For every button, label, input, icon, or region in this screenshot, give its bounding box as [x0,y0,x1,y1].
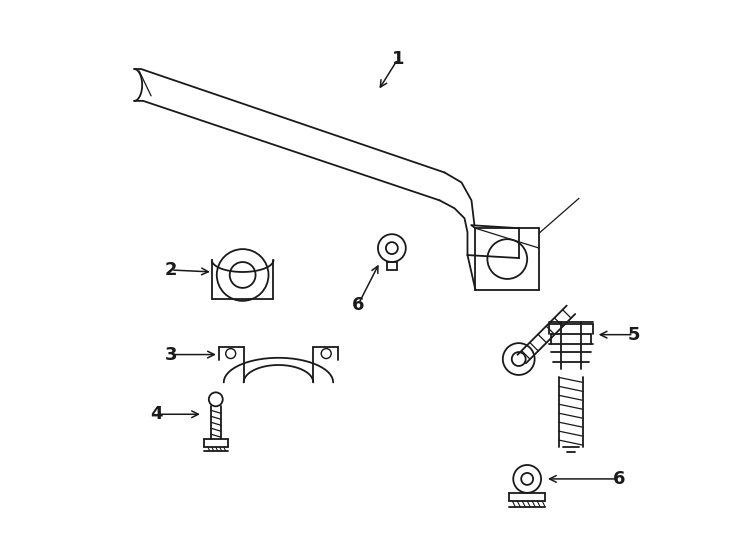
Text: 6: 6 [612,470,625,488]
Text: 5: 5 [628,326,640,343]
Text: 2: 2 [164,261,178,279]
Text: 1: 1 [392,50,404,68]
Text: 4: 4 [150,405,162,423]
Text: 6: 6 [352,296,364,314]
Text: 3: 3 [164,346,178,363]
